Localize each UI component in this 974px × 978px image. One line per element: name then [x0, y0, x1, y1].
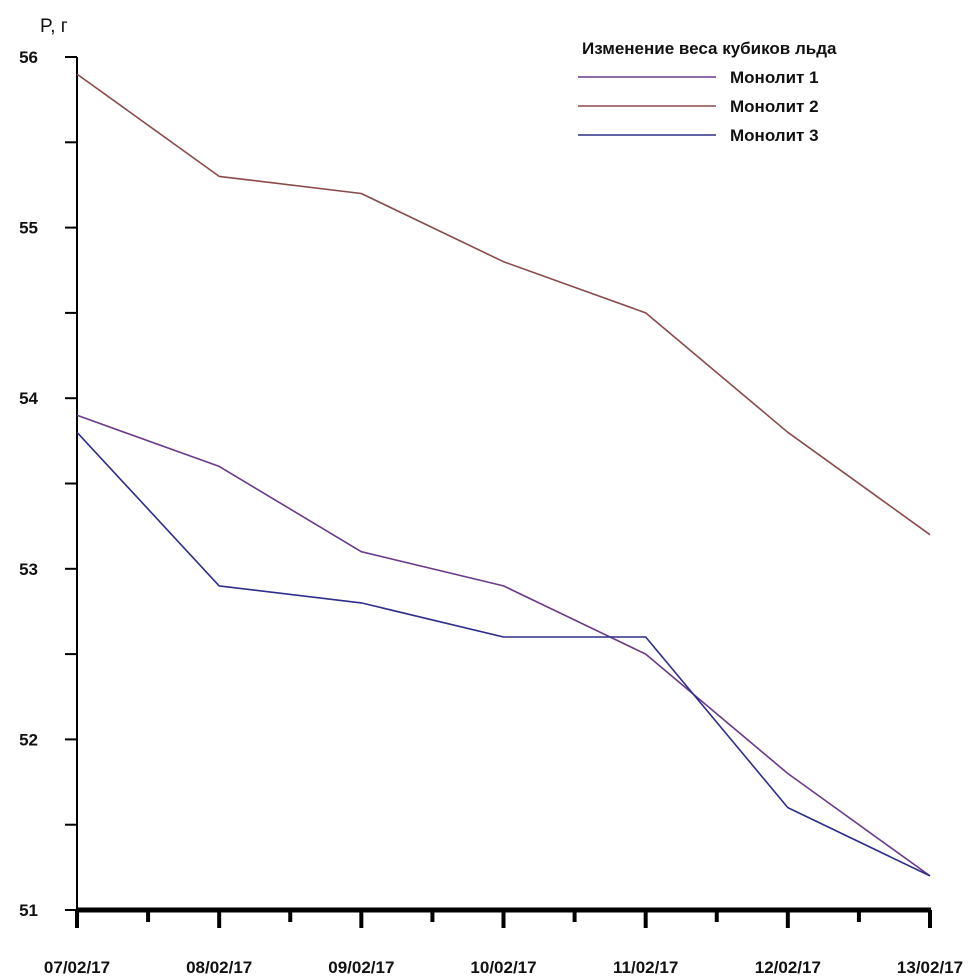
y-ticks: 51 52 53 54 55 56 [19, 48, 77, 920]
legend-label: Монолит 2 [730, 97, 819, 116]
y-tick-label: 54 [19, 389, 38, 408]
y-tick-label: 55 [19, 219, 38, 238]
x-tick-label: 10/02/17 [470, 958, 536, 977]
series-line [76, 414, 931, 877]
series-line [76, 431, 931, 877]
x-tick-label: 13/02/17 [897, 958, 963, 977]
series-group [76, 73, 931, 877]
y-tick-label: 56 [19, 48, 38, 67]
legend-title: Изменение веса кубиков льда [582, 39, 837, 58]
y-tick-label: 51 [19, 901, 38, 920]
y-tick-label: 52 [19, 730, 38, 749]
x-tick-label: 12/02/17 [755, 958, 821, 977]
x-tick-label: 07/02/17 [44, 958, 110, 977]
x-tick-label: 08/02/17 [186, 958, 252, 977]
x-ticks: 07/02/17 08/02/17 09/02/17 10/02/17 11/02/17… [44, 910, 963, 977]
y-axis-title: P, г [40, 16, 68, 37]
legend-label: Монолит 3 [730, 126, 819, 145]
series-line [76, 73, 931, 536]
x-tick-label: 11/02/17 [613, 958, 678, 977]
y-tick-label: 53 [19, 560, 38, 579]
legend-label: Монолит 1 [730, 68, 819, 87]
legend: Изменение веса кубиков льда Монолит 1 Мон… [578, 39, 837, 145]
x-tick-label: 09/02/17 [328, 958, 394, 977]
